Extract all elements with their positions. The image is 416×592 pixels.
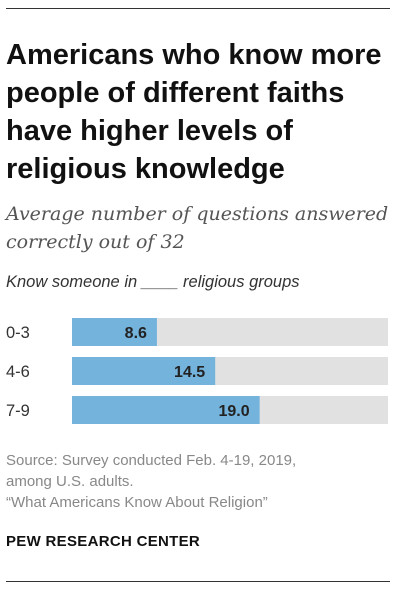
bar bbox=[72, 396, 260, 424]
bar bbox=[72, 357, 216, 385]
brand-logo-text: PEW RESEARCH CENTER bbox=[6, 533, 201, 550]
chart-title: Americans who know more people of differ… bbox=[6, 39, 382, 185]
bar-chart: 0-3 8.6 4-6 14.5 7-9 19.0 bbox=[6, 318, 388, 424]
source-line-3: “What Americans Know About Religion” bbox=[6, 494, 268, 511]
category-axis-label: Know someone in ____ religious groups bbox=[6, 273, 300, 291]
bottom-rule bbox=[6, 581, 390, 582]
top-rule bbox=[6, 8, 390, 9]
category-label: 0-3 bbox=[6, 324, 30, 342]
source-note: Source: Survey conducted Feb. 4-19, 2019… bbox=[6, 450, 401, 513]
value-label: 14.5 bbox=[174, 364, 205, 381]
value-label: 19.0 bbox=[218, 403, 249, 420]
bar bbox=[72, 318, 157, 346]
source-line-1: Source: Survey conducted Feb. 4-19, 2019… bbox=[6, 452, 297, 469]
category-label: 7-9 bbox=[6, 402, 30, 420]
source-line-2: among U.S. adults. bbox=[6, 473, 134, 490]
category-label: 4-6 bbox=[6, 363, 30, 381]
value-label: 8.6 bbox=[125, 325, 147, 342]
chart-subtitle: Average number of questions answered cor… bbox=[6, 203, 389, 253]
